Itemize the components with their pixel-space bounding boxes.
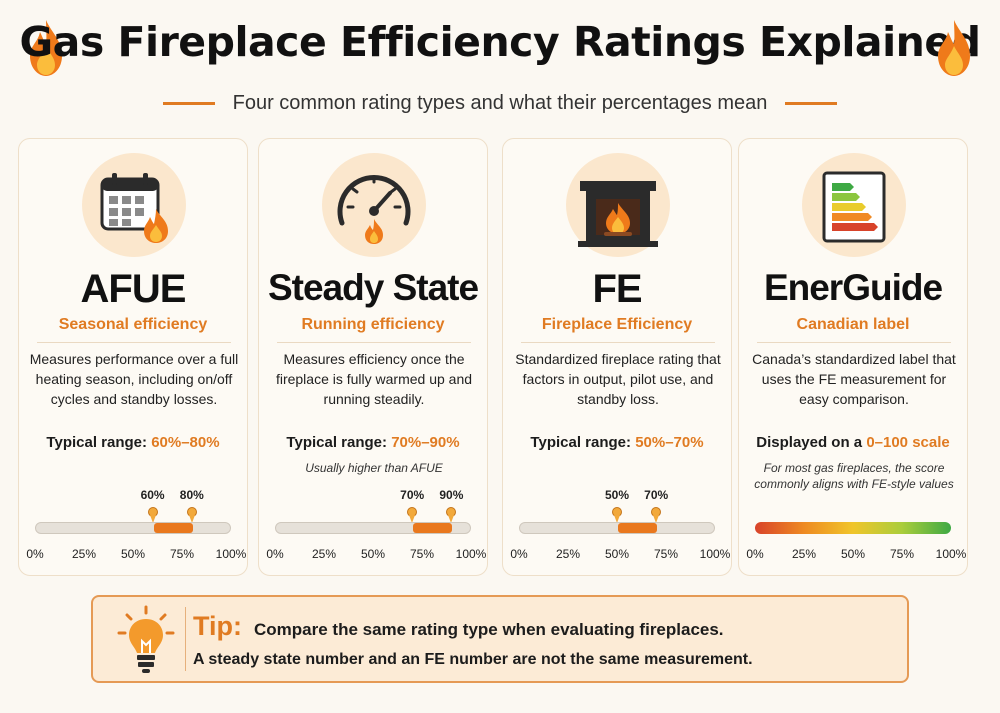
tick-label: 100%	[699, 547, 731, 561]
tick-label: 25%	[71, 547, 97, 561]
tick-label: 50%	[840, 547, 866, 561]
page-title: Gas Fireplace Efficiency Ratings Explain…	[19, 18, 981, 66]
rating-subtitle: Fireplace Efficiency	[541, 316, 693, 333]
range-min-label: 60%	[140, 488, 165, 502]
divider	[277, 342, 471, 343]
tick-label: 100%	[455, 547, 487, 561]
range-end-marker-icon	[446, 507, 457, 523]
range-fill	[153, 523, 193, 533]
range-label: Typical range:	[286, 434, 392, 451]
divider	[757, 342, 951, 343]
rating-description: Measures efficiency once the fireplace i…	[275, 351, 473, 407]
rating-subtitle: Seasonal efficiency	[58, 316, 208, 333]
card-fe: FE Fireplace Efficiency Standardized fir…	[502, 138, 732, 576]
rating-note: Usually higher than AFUE	[305, 461, 443, 475]
tip-label: Tip:	[193, 611, 242, 641]
tick-label: 0%	[26, 547, 44, 561]
range-fill	[618, 523, 658, 533]
tip-divider	[185, 607, 186, 671]
flame-icon	[30, 20, 62, 76]
range-end-marker-icon	[186, 507, 197, 523]
rating-title: EnerGuide	[763, 267, 943, 308]
divider	[37, 342, 231, 343]
axis-ticks: 0% 25% 50% 75% 100%	[746, 547, 966, 561]
rating-subtitle: Running efficiency	[301, 316, 445, 333]
rating-description: Canada’s standardized label that uses th…	[752, 351, 956, 407]
rating-subtitle: Canadian label	[796, 316, 910, 333]
tick-label: 75%	[409, 547, 435, 561]
range-bar	[519, 522, 715, 534]
tick-label: 0%	[746, 547, 764, 561]
scale-statement: Displayed on a 0–100 scale	[739, 434, 967, 451]
calendar-flame-icon	[82, 153, 186, 257]
tick-label: 50%	[360, 547, 386, 561]
subtitle-rule-left	[162, 102, 215, 105]
range-value: 60%–80%	[151, 434, 220, 451]
gauge-flame-icon	[322, 153, 426, 257]
range-max-label: 90%	[439, 488, 464, 502]
tick-label: 100%	[935, 547, 967, 561]
range-start-marker-icon	[147, 507, 158, 523]
axis-ticks: 0% 25% 50% 75% 100%	[510, 547, 730, 561]
range-fill	[413, 523, 453, 533]
rating-title: Steady State	[267, 267, 479, 308]
range-bar	[275, 522, 471, 534]
flame-icon	[938, 20, 970, 76]
subtitle-row: Four common rating types and what their …	[0, 92, 1000, 115]
fireplace-icon	[566, 153, 670, 257]
rating-description: Standardized fireplace rating that facto…	[515, 351, 721, 407]
range-label: Typical range:	[46, 434, 152, 451]
gradient-scale-bar	[755, 522, 951, 534]
axis-ticks: 0% 25% 50% 75% 100%	[26, 547, 246, 561]
range-min-label: 50%	[604, 488, 630, 502]
range-label: Typical range:	[530, 434, 636, 451]
typical-range: Typical range: 70%–90%	[259, 434, 487, 451]
tick-label: 75%	[169, 547, 195, 561]
typical-range: Typical range: 50%–70%	[503, 434, 731, 451]
rating-note: For most gas fireplaces, the score commo…	[754, 461, 954, 491]
range-start-marker-icon	[612, 507, 622, 523]
lightbulb-icon	[117, 605, 175, 673]
range-label: Displayed on a	[756, 434, 867, 451]
card-afue: AFUE Seasonal efficiency Measures perfor…	[18, 138, 248, 576]
range-start-marker-icon	[407, 507, 418, 523]
rating-title: AFUE	[80, 267, 187, 311]
tick-label: 50%	[604, 547, 630, 561]
tick-label: 50%	[120, 547, 146, 561]
page-subtitle: Four common rating types and what their …	[232, 92, 768, 114]
tip-text-secondary: A steady state number and an FE number a…	[193, 651, 753, 668]
rating-description: Measures performance over a full heating…	[29, 351, 239, 407]
range-value: 0–100 scale	[866, 434, 950, 451]
rating-title: FE	[592, 267, 642, 311]
tick-label: 75%	[889, 547, 915, 561]
tick-label: 25%	[791, 547, 817, 561]
tick-label: 0%	[266, 547, 284, 561]
range-min-label: 70%	[400, 488, 425, 502]
tick-label: 100%	[215, 547, 247, 561]
energy-label-icon	[802, 153, 906, 257]
card-steady-state: Steady State Running efficiency Measures…	[258, 138, 488, 576]
tick-label: 25%	[311, 547, 337, 561]
tick-label: 25%	[555, 547, 581, 561]
divider	[521, 342, 715, 343]
tip-text-primary: Compare the same rating type when evalua…	[254, 620, 724, 639]
range-bar	[35, 522, 231, 534]
subtitle-rule-right	[785, 102, 838, 105]
tip-box: Tip: Compare the same rating type when e…	[91, 595, 909, 683]
range-value: 70%–90%	[391, 434, 460, 451]
range-max-label: 80%	[179, 488, 204, 502]
card-energuide: EnerGuide Canadian label Canada’s standa…	[738, 138, 968, 576]
axis-ticks: 0% 25% 50% 75% 100%	[266, 547, 486, 561]
range-end-marker-icon	[651, 507, 662, 523]
range-max-label: 70%	[644, 488, 669, 502]
range-value: 50%–70%	[635, 434, 704, 451]
tick-label: 0%	[510, 547, 528, 561]
typical-range: Typical range: 60%–80%	[19, 434, 247, 451]
tick-label: 75%	[653, 547, 679, 561]
